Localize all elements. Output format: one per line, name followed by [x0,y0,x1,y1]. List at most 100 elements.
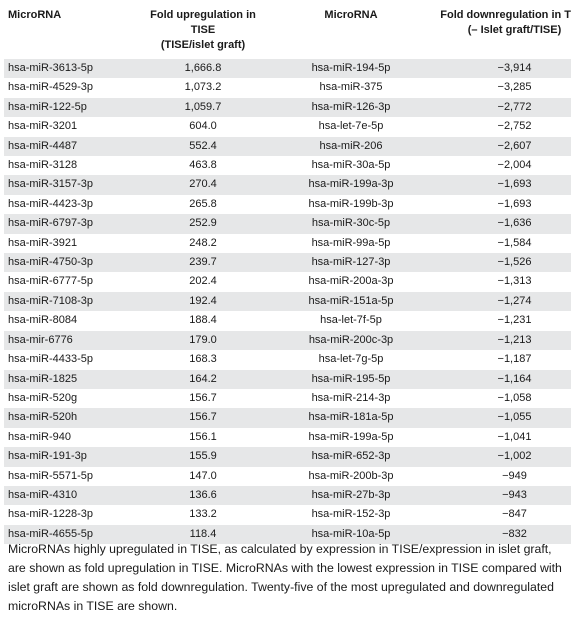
table-cell: hsa-miR-4423-3p [8,197,93,210]
table-row: hsa-miR-3128 463.8 hsa-miR-30a-5p −2,004 [4,156,571,175]
table-row: hsa-miR-7108-3p 192.4 hsa-miR-151a-5p −1,27… [4,291,571,312]
column-header: Fold upregulation in TISE (TISE/islet gra… [134,6,272,59]
table-cell: −847 [502,508,527,521]
table-row: hsa-miR-6777-5p 202.4 hsa-miR-200a-3p −1,31… [4,272,571,291]
header-line: Fold downregulation in TISE [440,9,571,21]
table-cell: 156.1 [189,430,217,443]
table-cell: hsa-miR-7108-3p [4,291,134,312]
table-cell: hsa-miR-3613-5p [4,59,134,79]
table-cell: −1,636 [430,214,571,234]
table-row: hsa-miR-122-5p 1,059.7 hsa-miR-126-3p −2,77… [4,97,571,118]
header-line: (TISE/islet graft) [160,39,246,51]
table-cell: hsa-miR-27b-3p [272,485,430,506]
table-cell: hsa-miR-520h [4,408,134,428]
table-row: hsa-miR-4529-3p 1,073.2 hsa-miR-375 −3,285 [4,78,571,97]
table-cell: 155.9 [134,447,272,467]
table-cell: −3,285 [497,81,532,94]
table-cell: 188.4 [189,314,217,327]
table-cell: 136.6 [134,485,272,506]
table-cell: hsa-miR-191-3p [4,447,134,467]
table-cell: 147.0 [189,469,217,482]
table-cell: −2,772 [430,97,571,118]
table-cell: 252.9 [134,214,272,234]
table-cell: hsa-miR-30a-5p [311,159,391,172]
table-cell: −3,914 [430,59,571,79]
table-cell: hsa-miR-6777-5p [8,275,93,288]
table-cell: hsa-miR-5571-5p [8,469,93,482]
table-cell: hsa-miR-4655-5p [4,524,134,545]
table-cell: −949 [502,469,527,482]
table-cell: hsa-miR-199b-3p [308,197,394,210]
table-cell: hsa-miR-520g [8,391,78,404]
table-row: hsa-miR-5571-5p 147.0 hsa-miR-200b-3p −949 [4,467,571,486]
column-header: Fold downregulation in TISE (– Islet graf… [430,6,571,59]
table-cell: −1,164 [430,369,571,389]
table-cell: hsa-miR-6797-3p [4,214,134,234]
table-cell: 265.8 [189,197,217,210]
table-row: hsa-miR-520h 156.7 hsa-miR-181a-5p −1,055 [4,408,571,428]
column-header: MicroRNA [4,6,134,59]
table-row: hsa-miR-8084 188.4 hsa-let-7f-5p −1,231 [4,311,571,330]
table-cell: −943 [430,485,571,506]
table-cell: hsa-miR-375 [319,81,383,94]
table-cell: hsa-miR-4529-3p [8,81,93,94]
table-cell: −1,313 [497,275,532,288]
table-cell: 202.4 [189,275,217,288]
table-cell: hsa-let-7g-5p [318,353,384,366]
table-cell: 248.2 [189,236,217,249]
table-cell: hsa-miR-3921 [8,236,78,249]
table-row: hsa-miR-1825 164.2 hsa-miR-195-5p −1,164 [4,369,571,389]
table-cell: 604.0 [189,120,217,133]
table-row: hsa-miR-4487 552.4 hsa-miR-206 −2,607 [4,136,571,157]
table-cell: hsa-miR-200a-3p [308,275,394,288]
table-cell: hsa-let-7e-5p [318,120,384,133]
table-row: hsa-miR-1228-3p 133.2 hsa-miR-152-3p −847 [4,505,571,524]
table-cell: −1,274 [430,291,571,312]
table-cell: −832 [430,524,571,545]
data-table: MicroRNA Fold upregulation in TISE (TISE/i… [4,6,571,545]
table-cell: hsa-miR-195-5p [272,369,430,389]
table-cell: hsa-miR-122-5p [4,97,134,118]
header-line: MicroRNA [8,9,62,21]
table-row: hsa-miR-3921 248.2 hsa-miR-99a-5p −1,584 [4,234,571,253]
table-cell: −1,584 [497,236,532,249]
table-cell: −1,041 [497,430,532,443]
table-cell: hsa-miR-30c-5p [272,214,430,234]
table-cell: hsa-miR-3128 [8,159,78,172]
table-cell: hsa-miR-1228-3p [8,508,93,521]
table-cell: 168.3 [189,353,217,366]
table-row: hsa-miR-3157-3p 270.4 hsa-miR-199a-3p −1,69… [4,175,571,195]
table-cell: hsa-miR-206 [272,136,430,157]
table-cell: 239.7 [134,253,272,273]
table-cell: hsa-miR-4487 [4,136,134,157]
table-cell: 156.7 [134,408,272,428]
table-cell: hsa-miR-4310 [4,485,134,506]
table-cell: hsa-miR-152-3p [311,508,391,521]
table-cell: hsa-miR-3201 [8,120,78,133]
table-row: hsa-miR-520g 156.7 hsa-miR-214-3p −1,058 [4,389,571,408]
table-row: hsa-miR-3201 604.0 hsa-let-7e-5p −2,752 [4,117,571,136]
table-cell: −1,693 [430,175,571,195]
table-cell: hsa-miR-181a-5p [272,408,430,428]
table-cell: hsa-miR-10a-5p [272,524,430,545]
table-cell: hsa-miR-127-3p [272,253,430,273]
table-cell: hsa-miR-3157-3p [4,175,134,195]
table-row: hsa-miR-4423-3p 265.8 hsa-miR-199b-3p −1,69… [4,195,571,214]
table-cell: 118.4 [134,524,272,545]
table-row: hsa-miR-6797-3p 252.9 hsa-miR-30c-5p −1,636 [4,214,571,234]
table-row: hsa-miR-4655-5p 118.4 hsa-miR-10a-5p −832 [4,524,571,545]
table-body: hsa-miR-3613-5p 1,666.8 hsa-miR-194-5p −3,9… [4,59,571,545]
table-cell: 1,073.2 [184,81,222,94]
table-cell: 1,059.7 [134,97,272,118]
table-cell: hsa-miR-4750-3p [4,253,134,273]
table-cell: hsa-miR-200c-3p [272,330,430,351]
table-row: hsa-mir-6776 179.0 hsa-miR-200c-3p −1,213 [4,330,571,351]
header-line: MicroRNA [324,9,378,21]
table-cell: hsa-miR-4433-5p [8,353,93,366]
table-cell: 463.8 [189,159,217,172]
table-cell: hsa-miR-200b-3p [308,469,394,482]
table-cell: −2,004 [497,159,532,172]
table-cell: hsa-miR-652-3p [272,447,430,467]
table-cell: hsa-miR-8084 [8,314,78,327]
